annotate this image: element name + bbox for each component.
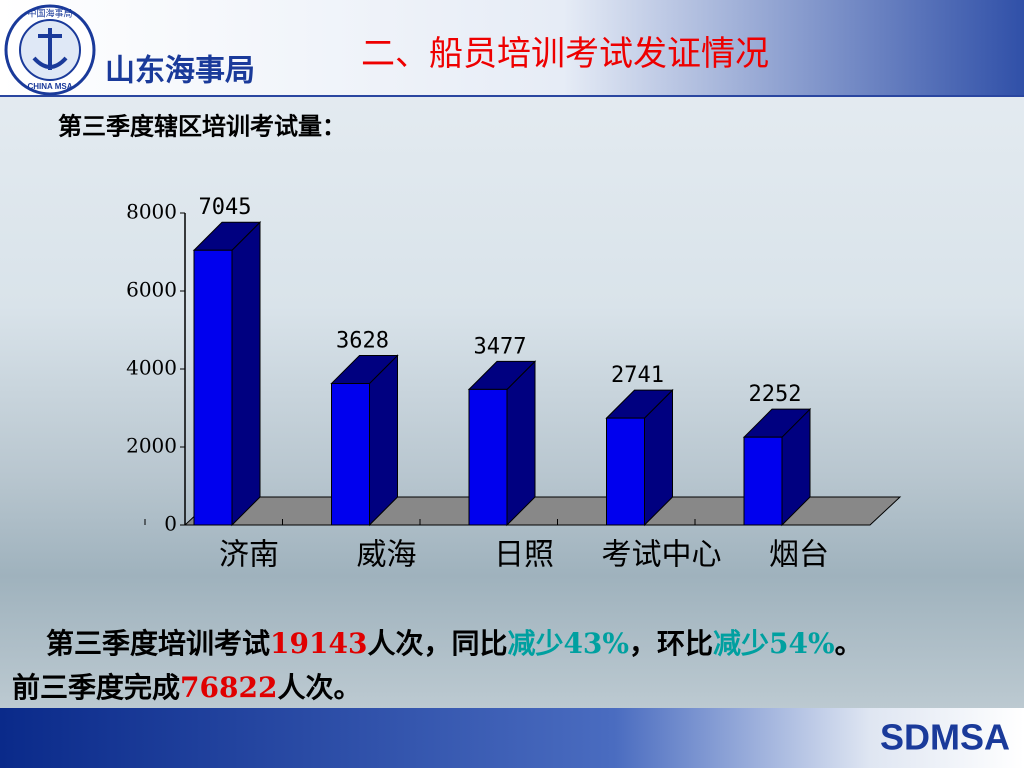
value-label: 7045 <box>199 195 252 220</box>
value-label: 3628 <box>336 329 389 354</box>
chart-title: 第三季度辖区培训考试量： <box>58 112 346 141</box>
summary-segment: 。 <box>834 627 863 660</box>
bar-side <box>231 221 261 527</box>
summary-segment: 第三季度培训考试 <box>46 627 271 660</box>
value-label: 2252 <box>749 382 802 407</box>
logo-text: 山东海事局 <box>105 54 255 89</box>
x-tick-label: 烟台 <box>769 538 829 573</box>
y-tick-label: 8000 <box>126 200 177 224</box>
summary-segment: 前三季度完成 <box>12 671 181 704</box>
anchor-icon <box>32 28 68 70</box>
bar <box>193 249 233 526</box>
summary-segment: 19143 <box>270 627 368 660</box>
summary-segment: ，环比 <box>629 627 714 660</box>
summary-segment: 人次，同比 <box>367 627 508 660</box>
bar <box>468 388 508 526</box>
y-tick-label: 4000 <box>126 356 177 380</box>
bar <box>331 383 370 526</box>
x-tick-label: 济南 <box>219 538 279 573</box>
footer-brand: SDMSA <box>880 717 1010 758</box>
x-tick-label: 威海 <box>357 538 417 573</box>
y-tick-label: 2000 <box>126 434 177 458</box>
bar <box>606 417 645 526</box>
bar-side <box>506 360 536 527</box>
seal-top: 中国海事局 <box>27 8 72 20</box>
header-rule <box>0 95 1024 97</box>
x-tick-label: 日照 <box>494 538 554 573</box>
bar-side <box>369 354 398 527</box>
value-label: 2741 <box>611 363 664 388</box>
footer-band <box>0 708 1024 768</box>
y-tick-label: 6000 <box>126 278 177 302</box>
summary-segment: 人次。 <box>277 671 362 704</box>
summary-line-2: 前三季度完成76822人次。 <box>12 666 361 706</box>
summary-line-1: 第三季度培训考试19143人次，同比减少43%，环比减少54%。 <box>12 622 863 662</box>
header-band <box>0 0 1024 95</box>
bar <box>743 436 783 526</box>
seal-bottom: CHINA MSA <box>27 82 72 91</box>
summary-segment: 减少54% <box>713 627 835 660</box>
slide-title: 二、船员培训考试发证情况 <box>361 34 769 74</box>
y-tick-label: 0 <box>164 512 177 536</box>
value-label: 3477 <box>474 334 527 359</box>
summary-segment: 减少43% <box>507 627 630 660</box>
x-tick-label: 考试中心 <box>602 538 722 573</box>
summary-segment: 76822 <box>180 671 278 704</box>
